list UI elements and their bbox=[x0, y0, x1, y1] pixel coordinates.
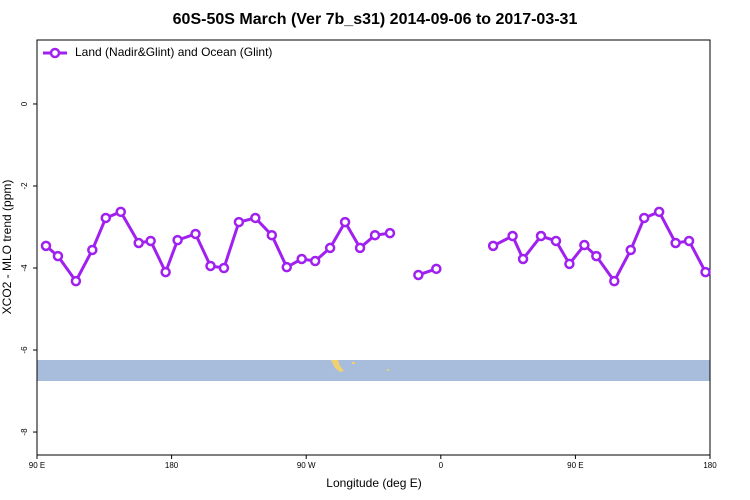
y-tick-label: -6 bbox=[20, 346, 29, 354]
point bbox=[384, 227, 396, 239]
point bbox=[309, 255, 321, 267]
y-axis-label: XCO2 - MLO trend (ppm) bbox=[0, 180, 14, 315]
point bbox=[609, 275, 620, 287]
point bbox=[550, 235, 562, 247]
x-axis-label: Longitude (deg E) bbox=[326, 476, 421, 490]
point bbox=[133, 237, 144, 249]
point bbox=[579, 239, 590, 251]
point bbox=[190, 228, 201, 240]
x-tick-label: 90 W bbox=[297, 461, 316, 470]
legend-label: Land (Nadir&Glint) and Ocean (Glint) bbox=[75, 45, 272, 59]
point bbox=[233, 216, 245, 228]
x-tick-label: 90 E bbox=[567, 461, 583, 470]
point bbox=[413, 269, 424, 281]
point bbox=[670, 237, 681, 249]
point bbox=[564, 258, 575, 270]
plot-frame bbox=[36, 39, 711, 456]
land-patch bbox=[387, 369, 389, 371]
land-patch bbox=[352, 362, 355, 364]
point bbox=[625, 244, 636, 256]
x-tick-label: 0 bbox=[439, 461, 444, 470]
point bbox=[591, 250, 602, 262]
point bbox=[160, 266, 171, 278]
x-tick-label: 90 E bbox=[29, 461, 45, 470]
point bbox=[266, 229, 278, 241]
point bbox=[369, 229, 381, 241]
point bbox=[700, 266, 711, 278]
point bbox=[145, 235, 156, 247]
point bbox=[40, 240, 52, 252]
point bbox=[487, 240, 499, 252]
point bbox=[324, 242, 336, 254]
y-tick-label: -8 bbox=[20, 428, 29, 436]
point bbox=[683, 235, 695, 247]
point bbox=[218, 262, 230, 274]
x-tick-label: 180 bbox=[165, 461, 179, 470]
series-line bbox=[44, 210, 707, 283]
point bbox=[70, 275, 82, 287]
point bbox=[250, 212, 261, 224]
point bbox=[517, 253, 529, 265]
chart-title: 60S-50S March (Ver 7b_s31) 2014-09-06 to… bbox=[173, 11, 578, 28]
y-tick-label: 0 bbox=[20, 101, 29, 106]
point bbox=[52, 250, 64, 262]
point bbox=[296, 253, 307, 265]
y-tick-label: -2 bbox=[20, 182, 29, 190]
land-patch bbox=[331, 360, 344, 372]
point bbox=[653, 206, 665, 218]
map-band bbox=[37, 360, 710, 381]
point bbox=[431, 263, 442, 275]
point bbox=[100, 212, 112, 224]
point bbox=[638, 212, 650, 224]
point bbox=[281, 261, 293, 273]
point bbox=[115, 206, 127, 218]
point bbox=[507, 230, 518, 242]
y-tick-label: -4 bbox=[20, 264, 29, 272]
point bbox=[354, 242, 366, 254]
point bbox=[339, 216, 351, 228]
point bbox=[205, 260, 216, 272]
point bbox=[87, 244, 98, 256]
point bbox=[535, 230, 547, 242]
x-tick-label: 180 bbox=[703, 461, 717, 470]
point bbox=[172, 234, 183, 246]
legend-marker bbox=[49, 47, 61, 59]
